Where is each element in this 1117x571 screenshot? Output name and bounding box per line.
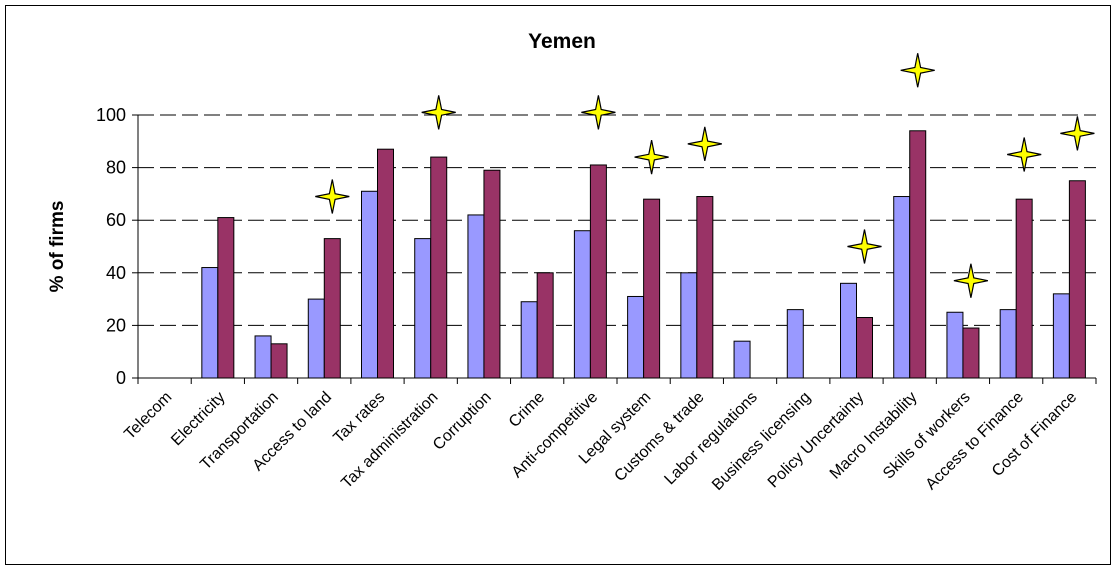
star-marker-0	[315, 179, 350, 214]
bar-1-4	[361, 190, 378, 379]
bar-1-12	[786, 309, 804, 379]
y-tick-label: 60	[106, 210, 126, 230]
bar-2-5	[430, 156, 448, 379]
star-marker-3	[634, 139, 669, 175]
y-tick-label: 20	[106, 315, 126, 335]
x-category-label: Corruption	[430, 389, 495, 454]
star-marker-8	[1007, 137, 1042, 172]
y-tick-label: 40	[106, 263, 126, 283]
bar-1-13	[840, 282, 857, 379]
star-marker-7	[953, 263, 989, 298]
chart-frame	[5, 5, 1111, 565]
bar-2-13	[856, 317, 873, 379]
bar-2-10	[696, 196, 714, 379]
bar-1-9	[627, 295, 645, 379]
x-category-label: Access to Finance	[923, 389, 1028, 494]
star-marker-6	[900, 53, 935, 88]
x-category-label: Crime	[506, 389, 548, 431]
star-marker-2	[581, 95, 616, 130]
bar-2-1	[217, 217, 235, 379]
star-marker-5	[847, 229, 882, 264]
bar-2-7	[536, 272, 554, 379]
star-marker-9	[1060, 116, 1095, 151]
bar-2-3	[323, 238, 341, 379]
star-marker-4	[687, 126, 722, 162]
y-tick-label: 100	[96, 105, 126, 125]
bar-1-14	[893, 196, 911, 379]
y-tick-label: 0	[116, 368, 126, 388]
bar-1-8	[573, 230, 591, 379]
bar-1-16	[999, 309, 1017, 379]
bar-2-9	[643, 198, 661, 379]
bar-2-8	[589, 164, 607, 379]
bar-1-3	[307, 298, 325, 379]
bar-2-4	[377, 148, 394, 379]
bar-1-11	[733, 340, 751, 379]
x-category-label: Business licensing	[709, 389, 814, 494]
bar-2-17	[1068, 180, 1086, 379]
x-category-label: Policy Uncertainty	[765, 389, 868, 492]
x-category-label: Tax administration	[338, 389, 441, 492]
bar-2-14	[909, 130, 927, 379]
x-category-label: Customs & trade	[611, 389, 707, 485]
bar-1-6	[467, 214, 485, 379]
y-axis-label: % of firms	[47, 201, 68, 293]
chart-title: Yemen	[528, 30, 596, 53]
bar-1-2	[254, 335, 272, 379]
bar-1-15	[946, 311, 964, 379]
x-category-label: Telecom	[121, 389, 175, 443]
bar-1-1	[201, 267, 219, 379]
bar-1-7	[520, 301, 538, 379]
bar-2-15	[962, 327, 980, 379]
bar-2-2	[270, 343, 288, 379]
bar-1-17	[1052, 293, 1070, 379]
star-marker-1	[421, 95, 456, 130]
bar-1-5	[414, 238, 432, 379]
bar-2-6	[483, 169, 501, 379]
bar-1-10	[680, 272, 698, 379]
bar-2-16	[1015, 198, 1033, 379]
y-tick-label: 80	[106, 158, 126, 178]
x-category-label: Labor regulations	[661, 389, 760, 488]
